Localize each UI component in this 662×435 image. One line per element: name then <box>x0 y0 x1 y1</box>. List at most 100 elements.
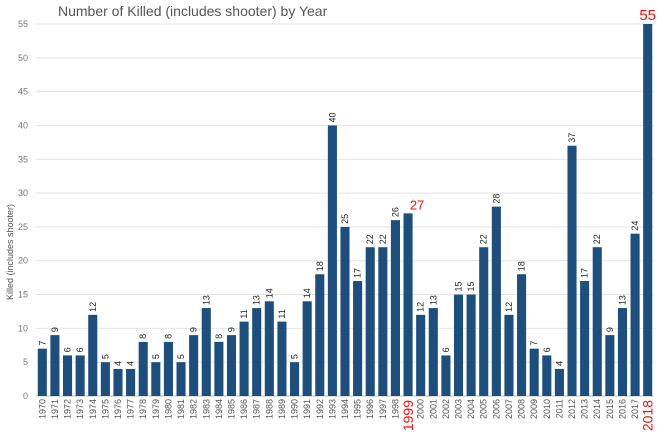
x-tick-label: 1988 <box>264 399 274 419</box>
data-label: 6 <box>63 347 73 352</box>
y-tick-label: 55 <box>18 19 28 29</box>
bar <box>466 294 476 396</box>
data-label: 7 <box>37 341 47 346</box>
y-tick-label: 5 <box>23 357 28 367</box>
data-label: 14 <box>264 288 274 298</box>
bar <box>567 145 577 396</box>
x-tick-label: 1995 <box>353 399 363 419</box>
bar <box>126 368 136 396</box>
data-label: 4 <box>554 361 564 366</box>
data-label: 4 <box>113 361 123 366</box>
data-label: 13 <box>201 295 211 305</box>
bar <box>163 341 173 396</box>
x-tick-label: 2017 <box>630 399 640 419</box>
data-label: 12 <box>416 302 426 312</box>
chart-title: Number of Killed (includes shooter) by Y… <box>58 3 328 19</box>
bar <box>176 362 186 396</box>
bar <box>189 335 199 396</box>
data-label: 9 <box>50 327 60 332</box>
data-label: 37 <box>567 133 577 143</box>
data-label: 40 <box>327 112 337 122</box>
x-tick-label: 1971 <box>50 399 60 419</box>
bar <box>390 220 400 396</box>
bar <box>88 314 98 396</box>
data-label: 8 <box>138 334 148 339</box>
data-label: 8 <box>214 334 224 339</box>
data-label: 6 <box>441 347 451 352</box>
x-tick-label: 1970 <box>37 399 47 419</box>
data-label: 22 <box>479 234 489 244</box>
bar <box>62 355 73 396</box>
bar <box>617 308 628 396</box>
data-label: 18 <box>315 261 325 271</box>
data-label: 17 <box>353 268 363 278</box>
bar <box>517 274 527 396</box>
bar <box>113 368 123 396</box>
y-tick-label: 40 <box>18 120 28 130</box>
data-label: 6 <box>75 347 85 352</box>
x-axis-ticks: 1970 1971 1972 1973 1974 1975 1976 1977 1978 1979… <box>37 399 655 431</box>
x-tick-label: 1996 <box>365 399 375 419</box>
data-label: 28 <box>491 194 501 204</box>
x-tick-label: 2006 <box>491 399 501 419</box>
bar <box>554 368 564 396</box>
x-tick-label: 1974 <box>88 399 98 419</box>
x-tick-label: 1994 <box>340 399 350 419</box>
data-label: 12 <box>504 302 514 312</box>
x-tick-label: 2005 <box>479 399 489 419</box>
x-tick-label: 1976 <box>113 399 123 419</box>
x-tick-label: 2018 <box>640 400 656 431</box>
y-tick-label: 10 <box>18 323 28 333</box>
bar <box>479 247 489 396</box>
bar <box>239 321 249 396</box>
x-tick-label: 2015 <box>605 399 615 419</box>
y-axis-ticks: 0 5 10 15 20 25 30 35 40 45 50 55 <box>18 19 28 401</box>
x-tick-label: 1993 <box>327 399 337 419</box>
bar <box>75 355 85 396</box>
x-tick-label: 2002 <box>441 399 451 419</box>
data-label: 6 <box>542 347 552 352</box>
bar <box>226 335 237 396</box>
x-tick-label: 2008 <box>517 399 527 419</box>
data-label: 18 <box>517 261 527 271</box>
x-tick-label: 2000 <box>416 399 426 419</box>
bar <box>441 355 451 396</box>
x-tick-label: 1986 <box>239 399 249 419</box>
bar <box>592 247 602 396</box>
data-label: 15 <box>454 282 464 292</box>
bar <box>605 335 615 396</box>
data-label: 9 <box>189 327 199 332</box>
y-tick-label: 20 <box>18 256 28 266</box>
bar <box>365 247 375 396</box>
data-label: 4 <box>126 361 136 366</box>
x-tick-label: 1991 <box>302 399 312 419</box>
data-label: 5 <box>176 354 186 359</box>
y-tick-label: 50 <box>18 53 28 63</box>
data-label: 9 <box>226 327 236 332</box>
x-tick-label: 1998 <box>390 399 400 419</box>
bar <box>340 226 350 396</box>
bar <box>37 348 47 396</box>
data-label: 12 <box>88 302 98 312</box>
x-tick-label: 1989 <box>277 399 287 419</box>
x-tick-label: 1977 <box>126 399 136 419</box>
x-tick-label: 1990 <box>290 399 300 419</box>
x-tick-label: 2007 <box>504 399 514 419</box>
data-label: 5 <box>290 354 300 359</box>
y-tick-label: 25 <box>18 222 28 232</box>
x-tick-label: 1987 <box>252 399 262 419</box>
data-label: 5 <box>151 354 161 359</box>
x-tick-label: 1972 <box>63 399 73 419</box>
x-tick-label: 2016 <box>617 399 627 419</box>
y-tick-label: 35 <box>18 154 28 164</box>
bar <box>630 233 640 396</box>
x-tick-label: 1984 <box>214 399 224 419</box>
bar <box>151 362 161 396</box>
data-label: 11 <box>277 309 287 318</box>
bar <box>327 125 337 397</box>
data-label: 5 <box>100 354 110 359</box>
bar <box>491 206 501 396</box>
x-tick-label: 2014 <box>592 399 602 419</box>
